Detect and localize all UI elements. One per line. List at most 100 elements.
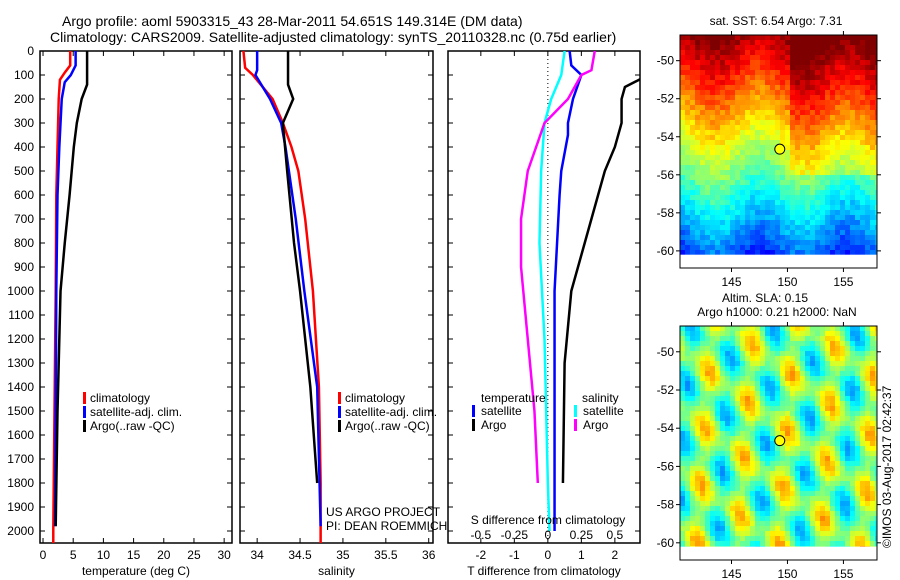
map-cell	[765, 80, 770, 85]
map-cell	[845, 481, 850, 486]
map-cell	[830, 361, 835, 366]
map-cell	[725, 466, 730, 471]
map-cell	[830, 386, 835, 391]
map-cell	[705, 35, 710, 40]
map-cell	[845, 245, 850, 250]
map-cell	[800, 431, 805, 436]
map-cell	[735, 235, 740, 240]
map-cell	[690, 531, 695, 536]
map-cell	[690, 516, 695, 521]
map-cell	[705, 546, 710, 547]
map-cell	[870, 371, 875, 376]
map-cell	[760, 346, 765, 351]
map-cell	[860, 376, 865, 381]
map-cell	[700, 446, 705, 451]
map-cell	[785, 436, 790, 441]
map-cell	[865, 245, 870, 250]
map-cell	[850, 115, 855, 120]
map-cell	[685, 115, 690, 120]
map-cell	[875, 185, 877, 190]
map-cell	[850, 461, 855, 466]
map-cell	[775, 205, 780, 210]
map-cell	[820, 536, 825, 541]
map-cell	[805, 501, 810, 506]
map-cell	[685, 506, 690, 511]
x-tick-label: 36	[422, 548, 436, 562]
map-cell	[830, 411, 835, 416]
map-cell	[840, 150, 845, 155]
map-cell	[755, 361, 760, 366]
map-cell	[710, 381, 715, 386]
map-cell	[730, 536, 735, 541]
map-cell	[830, 546, 835, 547]
map-cell	[810, 130, 815, 135]
map-cell	[845, 421, 850, 426]
map-cell	[730, 230, 735, 235]
map-cell	[790, 356, 795, 361]
map-cell	[790, 205, 795, 210]
map-cell	[780, 75, 785, 80]
map-cell	[820, 80, 825, 85]
map-cell	[680, 130, 685, 135]
map-cell	[835, 386, 840, 391]
map-cell	[820, 341, 825, 346]
map-cell	[750, 145, 755, 150]
map-cell	[685, 456, 690, 461]
map-cell	[750, 115, 755, 120]
map-cell	[790, 130, 795, 135]
map-cell	[715, 150, 720, 155]
map-cell	[780, 210, 785, 215]
map-cell	[845, 511, 850, 516]
map-cell	[690, 421, 695, 426]
map-cell	[835, 536, 840, 541]
map-cell	[705, 185, 710, 190]
map-cell	[770, 496, 775, 501]
map-cell	[745, 356, 750, 361]
map-cell	[815, 240, 820, 245]
map-cell	[740, 371, 745, 376]
map-cell	[770, 235, 775, 240]
map-cell	[805, 496, 810, 501]
map-cell	[765, 506, 770, 511]
map-cell	[775, 336, 780, 341]
map-cell	[760, 491, 765, 496]
map-cell	[740, 135, 745, 140]
map-cell	[810, 336, 815, 341]
map-cell	[775, 240, 780, 245]
map-cell	[860, 501, 865, 506]
map-cell	[840, 511, 845, 516]
map-cell	[700, 521, 705, 526]
map-cell	[810, 376, 815, 381]
map-subtitle: Argo h1000: 0.21 h2000: NaN	[697, 305, 856, 319]
map-cell	[735, 416, 740, 421]
map-cell	[860, 100, 865, 105]
map-cell	[680, 175, 685, 180]
map-cell	[750, 215, 755, 220]
map-cell	[695, 155, 700, 160]
map-cell	[850, 401, 855, 406]
map-cell	[820, 200, 825, 205]
map-cell	[780, 406, 785, 411]
map-cell	[695, 441, 700, 446]
map-cell	[840, 451, 845, 456]
map-cell	[820, 225, 825, 230]
map-cell	[805, 85, 810, 90]
map-cell	[820, 331, 825, 336]
map-cell	[840, 205, 845, 210]
map-cell	[825, 80, 830, 85]
legend-swatch	[472, 419, 475, 431]
map-cell	[730, 496, 735, 501]
map-cell	[685, 195, 690, 200]
map-cell	[685, 511, 690, 516]
map-cell	[850, 210, 855, 215]
map-cell	[840, 501, 845, 506]
map-cell	[870, 135, 875, 140]
map-cell	[815, 100, 820, 105]
map-cell	[795, 55, 800, 60]
map-cell	[690, 165, 695, 170]
map-cell	[865, 546, 870, 547]
map-cell	[735, 135, 740, 140]
map-cell	[715, 331, 720, 336]
map-cell	[825, 170, 830, 175]
map-cell	[770, 366, 775, 371]
